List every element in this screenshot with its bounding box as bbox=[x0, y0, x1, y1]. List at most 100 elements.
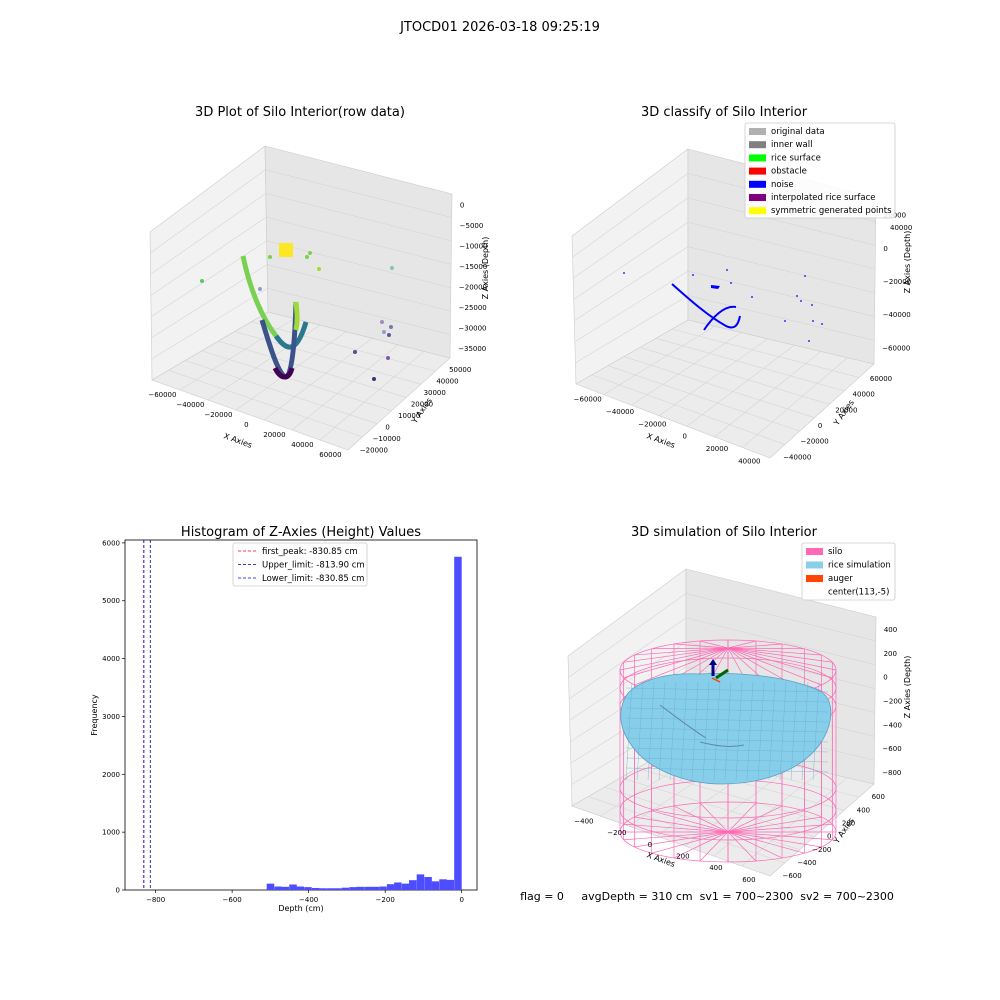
panel-raw-3d: 3D Plot of Silo Interior(row data) bbox=[148, 105, 490, 459]
raw-arc-right-top bbox=[293, 301, 300, 331]
legend-entry-label: Lower_limit: -830.85 cm bbox=[262, 574, 364, 584]
rice-mesh-line bbox=[812, 681, 820, 781]
y-tick-label: 4000 bbox=[102, 655, 120, 663]
histogram-ref-lines bbox=[143, 540, 151, 890]
classify-gridlines bbox=[572, 173, 876, 448]
y-tick-label: 0 bbox=[827, 833, 831, 841]
x-tick-label: 400 bbox=[709, 864, 722, 872]
histogram-bar bbox=[379, 886, 387, 890]
silo-floor-spoke bbox=[699, 831, 729, 862]
raw-outlier bbox=[268, 255, 272, 259]
raw-xlabel: X Axies bbox=[222, 431, 253, 450]
histogram-bar bbox=[319, 888, 327, 890]
rice-mesh-line bbox=[625, 747, 829, 753]
y-tick-label: 6000 bbox=[102, 539, 120, 547]
silo-roof-spoke bbox=[634, 647, 729, 656]
rice-mesh-line bbox=[625, 697, 829, 703]
raw-point-cloud bbox=[200, 243, 394, 381]
classify-noise-point bbox=[726, 269, 728, 271]
raw-outlier bbox=[317, 267, 321, 271]
z-tick-label: −20000 bbox=[459, 283, 487, 291]
x-tick-label: −60000 bbox=[148, 391, 176, 399]
x-tick-label: −60000 bbox=[574, 396, 602, 404]
legend-entry-label: rice surface bbox=[771, 153, 821, 163]
z-tick-label: −5000 bbox=[460, 222, 484, 230]
y-tick-label: 40000 bbox=[853, 391, 875, 399]
silo-roof-spoke bbox=[727, 643, 783, 649]
rice-surface-mesh bbox=[625, 681, 829, 781]
legend-entry-label: original data bbox=[771, 127, 825, 137]
y-tick-label: 20000 bbox=[835, 406, 857, 414]
auger-marker bbox=[709, 659, 729, 683]
silo-floor-spoke bbox=[651, 831, 729, 854]
silo-floor-spoke bbox=[623, 823, 729, 833]
histogram-bar bbox=[386, 884, 395, 890]
classify-arc-main bbox=[671, 283, 741, 329]
histogram-xlabel: Depth (cm) bbox=[278, 904, 323, 913]
classify-legend-box bbox=[744, 122, 896, 219]
silo-roof-spoke bbox=[623, 647, 729, 679]
y-tick-label: −40000 bbox=[783, 453, 811, 461]
rice-mesh-line bbox=[625, 681, 633, 781]
silo-roof-spoke bbox=[727, 647, 805, 650]
z-tick-label: −40000 bbox=[883, 311, 911, 319]
classify-noise-point bbox=[808, 340, 810, 342]
legend-swatch bbox=[749, 167, 766, 175]
x-tick-label: −40000 bbox=[606, 408, 634, 416]
silo-floor-spoke bbox=[727, 805, 783, 833]
silo-roof-spoke bbox=[727, 640, 757, 649]
z-tick-label: 0 bbox=[883, 245, 887, 253]
z-tick-label: −800 bbox=[882, 769, 901, 777]
classify-ztick-top: 40000 bbox=[890, 224, 912, 232]
legend-swatch bbox=[749, 154, 766, 162]
x-tick-label: −40000 bbox=[176, 401, 204, 409]
figure-suptitle: JTOCD01 2026-03-18 09:25:19 bbox=[399, 20, 600, 35]
raw-outlier bbox=[380, 320, 384, 324]
y-tick-label: 600 bbox=[872, 793, 885, 801]
silo-floor-spoke bbox=[727, 810, 805, 833]
classify-xticks: −60000 −40000 −20000 0 20000 40000 bbox=[574, 396, 761, 466]
histogram-xticks: −800 −600 −400 −200 0 bbox=[146, 890, 464, 904]
x-tick-label: −600 bbox=[223, 896, 242, 904]
legend-swatch bbox=[806, 561, 823, 569]
x-tick-label: 40000 bbox=[738, 457, 760, 465]
panel-histogram: Histogram of Z-Axies (Height) Values −80… bbox=[90, 525, 478, 913]
x-tick-label: 0 bbox=[648, 841, 652, 849]
histogram-bar bbox=[446, 879, 455, 890]
raw-outlier bbox=[372, 377, 376, 381]
rice-ridge bbox=[659, 704, 707, 739]
y-tick-label: 1000 bbox=[102, 829, 120, 837]
histogram-bar bbox=[311, 887, 320, 890]
raw-zlabel: Z Axies (Depth) bbox=[481, 237, 490, 300]
z-tick-label: −200 bbox=[883, 698, 902, 706]
x-tick-label: −200 bbox=[607, 829, 626, 837]
y-tick-label: −20000 bbox=[360, 447, 388, 455]
x-tick-label: 0 bbox=[459, 896, 463, 904]
x-tick-label: 60000 bbox=[319, 451, 341, 459]
silo-floor-spoke bbox=[727, 802, 757, 833]
legend-entry-label: rice simulation bbox=[828, 561, 891, 571]
panel-simulation-3d: 3D simulation of Silo Interior −400 −200 0… bbox=[567, 525, 912, 884]
silo-floor-spoke bbox=[727, 831, 805, 854]
rice-mesh-line bbox=[625, 717, 829, 723]
rice-mesh-line bbox=[669, 681, 677, 781]
silo-roof-spoke bbox=[727, 647, 822, 686]
histogram-title: Histogram of Z-Axies (Height) Values bbox=[181, 525, 421, 540]
histogram-bar bbox=[356, 886, 365, 890]
histogram-bar bbox=[341, 887, 350, 890]
y-tick-label: 0 bbox=[818, 422, 822, 430]
classify-noise-point bbox=[730, 282, 732, 284]
auger-arrow-head bbox=[709, 659, 717, 665]
y-tick-label: 60000 bbox=[870, 375, 892, 383]
panel-simulation-title: 3D simulation of Silo Interior bbox=[631, 525, 818, 540]
classify-noise-point bbox=[811, 304, 813, 306]
panel-raw-title: 3D Plot of Silo Interior(row data) bbox=[195, 105, 405, 120]
legend-entry-label: auger bbox=[828, 574, 853, 584]
z-tick-label: −600 bbox=[882, 745, 901, 753]
histogram-bar bbox=[431, 881, 440, 890]
x-tick-label: −800 bbox=[146, 896, 165, 904]
classify-noise-points bbox=[623, 269, 823, 342]
x-tick-label: 0 bbox=[682, 433, 686, 441]
silo-floor-spoke bbox=[651, 810, 729, 833]
z-tick-label: −25000 bbox=[459, 304, 487, 312]
